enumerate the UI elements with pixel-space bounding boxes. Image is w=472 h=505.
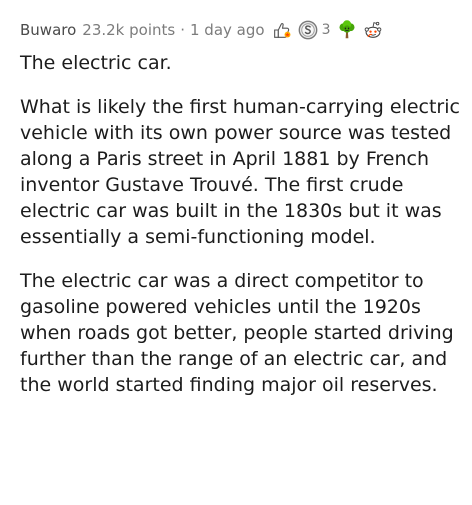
wholesome-tree-award-icon bbox=[339, 20, 356, 39]
comment-paragraph: The electric car. bbox=[20, 52, 172, 74]
meta-separator: · bbox=[180, 21, 185, 39]
comment-paragraph: What is likely the first human-carrying … bbox=[20, 96, 460, 248]
comment-meta: Buwaro 23.2k points · 1 day ago 3 bbox=[20, 18, 460, 42]
comment-points: 23.2k points bbox=[82, 21, 176, 39]
awards-list[interactable]: 3 bbox=[271, 18, 385, 42]
silver-coin-award-icon bbox=[298, 20, 317, 40]
silver-award-count: 3 bbox=[321, 22, 331, 38]
comment-paragraph: The electric car was a direct competitor… bbox=[20, 270, 454, 396]
comment: Buwaro 23.2k points · 1 day ago 3 bbox=[20, 18, 460, 416]
snoo-award-icon bbox=[365, 21, 382, 38]
comment-body: The electric car. What is likely the fir… bbox=[20, 50, 460, 398]
comment-timestamp[interactable]: 1 day ago bbox=[190, 21, 265, 39]
helpful-award-icon bbox=[273, 23, 290, 38]
author-username[interactable]: Buwaro bbox=[20, 21, 77, 39]
